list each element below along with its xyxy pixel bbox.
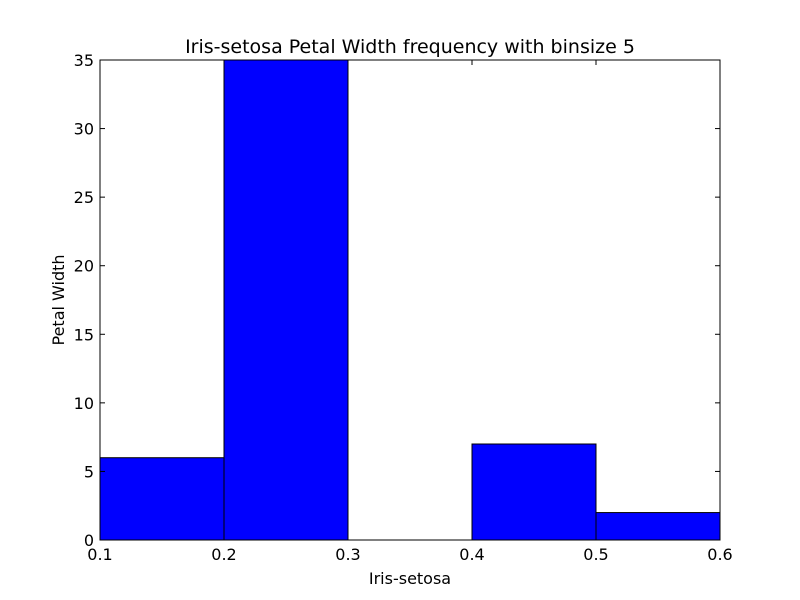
y-tick-label: 5 [84, 462, 94, 481]
y-tick-label: 15 [74, 325, 94, 344]
histogram-bar-3 [471, 443, 597, 541]
x-tick-label: 0.4 [459, 545, 484, 564]
x-tick-label: 0.2 [211, 545, 236, 564]
ticks-layer: 0.1 0.2 0.3 0.4 0.5 0.6 0 5 10 15 20 25 30 35 [74, 51, 733, 564]
histogram-bar-4 [595, 512, 721, 541]
chart-title: Iris-setosa Petal Width frequency with b… [185, 36, 635, 58]
y-tick-label: 10 [74, 394, 94, 413]
y-tick-label: 0 [84, 531, 94, 550]
x-tick-label: 0.6 [707, 545, 732, 564]
y-tick-label: 20 [74, 257, 94, 276]
histogram-bar-0 [99, 457, 225, 541]
plot-area-frame [99, 59, 721, 541]
y-tick-label: 30 [74, 120, 94, 139]
bars-layer [99, 59, 721, 541]
x-axis-label: Iris-setosa [369, 569, 451, 588]
y-tick-label: 35 [74, 51, 94, 70]
x-tick-label: 0.1 [87, 545, 112, 564]
x-tick-label: 0.5 [583, 545, 608, 564]
y-axis-label: Petal Width [49, 254, 68, 345]
y-tick-label: 25 [74, 188, 94, 207]
x-tick-label: 0.3 [335, 545, 360, 564]
histogram-bar-1 [223, 59, 349, 541]
